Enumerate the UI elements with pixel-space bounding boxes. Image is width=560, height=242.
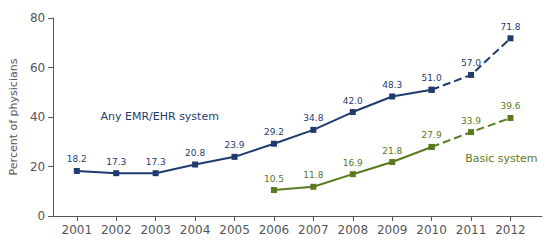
svg-text:34.8: 34.8 <box>303 113 323 123</box>
svg-text:2003: 2003 <box>140 223 171 237</box>
svg-text:48.3: 48.3 <box>382 80 402 90</box>
svg-text:17.3: 17.3 <box>146 157 166 167</box>
svg-text:40: 40 <box>30 110 45 124</box>
svg-text:2008: 2008 <box>338 223 369 237</box>
svg-text:20: 20 <box>30 160 45 174</box>
svg-text:Any EMR/EHR system: Any EMR/EHR system <box>100 110 218 123</box>
svg-text:11.8: 11.8 <box>303 170 323 180</box>
svg-text:71.8: 71.8 <box>500 22 520 32</box>
svg-text:21.8: 21.8 <box>382 146 402 156</box>
svg-text:2011: 2011 <box>456 223 487 237</box>
svg-text:23.9: 23.9 <box>224 140 244 150</box>
svg-text:20.8: 20.8 <box>185 148 205 158</box>
svg-text:2012: 2012 <box>495 223 526 237</box>
svg-text:2001: 2001 <box>62 223 93 237</box>
svg-text:18.2: 18.2 <box>67 154 87 164</box>
svg-text:Percent of physicians: Percent of physicians <box>7 58 20 175</box>
svg-text:2005: 2005 <box>219 223 250 237</box>
svg-text:2002: 2002 <box>101 223 132 237</box>
svg-text:27.9: 27.9 <box>422 130 442 140</box>
svg-text:10.5: 10.5 <box>264 174 284 184</box>
svg-text:2006: 2006 <box>259 223 290 237</box>
svg-text:29.2: 29.2 <box>264 127 284 137</box>
svg-text:2004: 2004 <box>180 223 211 237</box>
svg-text:57.0: 57.0 <box>461 58 481 68</box>
svg-text:2007: 2007 <box>298 223 329 237</box>
svg-text:2009: 2009 <box>377 223 408 237</box>
svg-text:16.9: 16.9 <box>343 158 363 168</box>
svg-text:60: 60 <box>30 61 45 75</box>
svg-text:0: 0 <box>38 209 46 223</box>
svg-text:51.0: 51.0 <box>422 73 442 83</box>
svg-text:39.6: 39.6 <box>500 101 520 111</box>
svg-text:80: 80 <box>30 11 45 25</box>
svg-text:33.9: 33.9 <box>461 116 481 126</box>
svg-text:17.3: 17.3 <box>106 157 126 167</box>
svg-text:2010: 2010 <box>416 223 447 237</box>
svg-text:42.0: 42.0 <box>343 96 363 106</box>
svg-text:Basic system: Basic system <box>465 152 537 165</box>
